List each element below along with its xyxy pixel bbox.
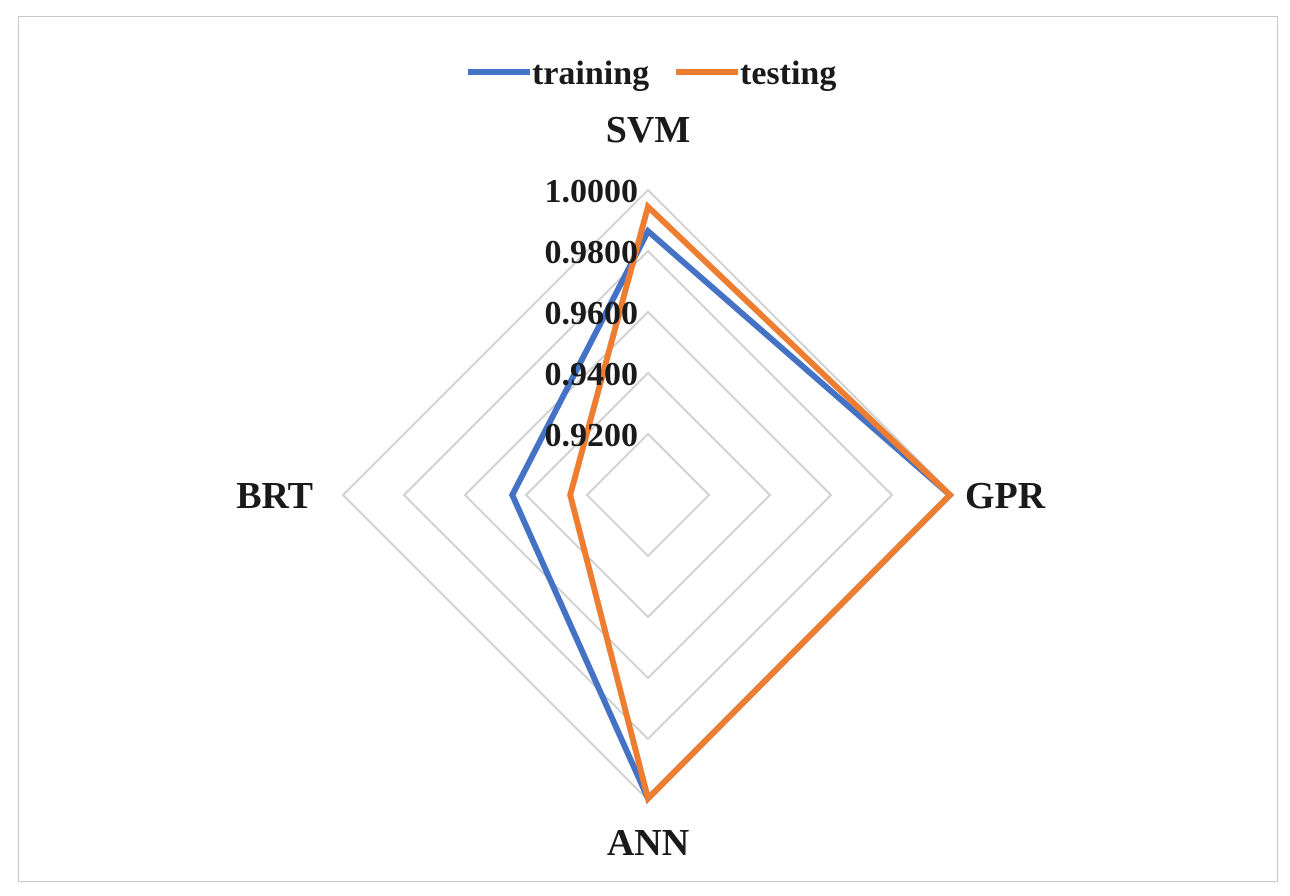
tick-label: 0.9600: [545, 295, 639, 332]
tick-label: 0.9200: [545, 417, 639, 454]
grid-ring: [402, 249, 894, 741]
axis-label-ann: ANN: [607, 822, 689, 864]
grid-ring: [341, 188, 955, 802]
tick-label: 0.9800: [545, 234, 639, 271]
grid-ring: [463, 310, 833, 680]
grid-ring: [585, 432, 711, 558]
radar-grid: [341, 188, 955, 802]
radar-axis-labels: SVM GPR ANN BRT: [236, 109, 1046, 864]
tick-label: 1.0000: [545, 173, 639, 210]
axis-label-svm: SVM: [606, 109, 690, 151]
series-line-testing: [567, 201, 955, 805]
chart-legend: training testing: [468, 55, 836, 92]
tick-label: 0.9400: [545, 356, 639, 393]
axis-label-brt: BRT: [236, 475, 313, 517]
legend-label-testing: testing: [740, 55, 836, 92]
radar-series: [508, 201, 955, 805]
grid-ring: [524, 371, 772, 619]
radar-tick-labels: 0.9200 0.9400 0.9600 0.9800 1.0000: [545, 173, 639, 454]
legend-label-training: training: [532, 55, 649, 92]
axis-label-gpr: GPR: [965, 475, 1046, 517]
